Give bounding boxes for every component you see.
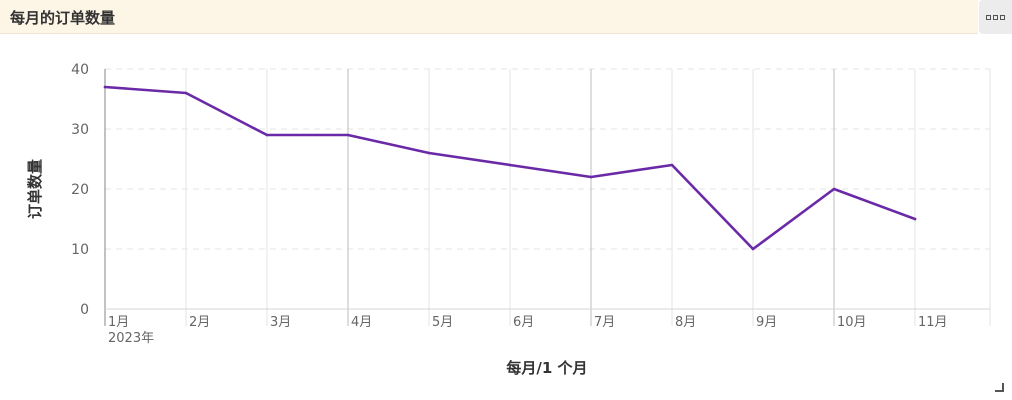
more-options-icon-dot: [1000, 14, 1005, 20]
x-tick-label: 1月: [108, 315, 129, 330]
data-point: [265, 133, 269, 137]
grid-layer: [104, 68, 991, 326]
x-tick-label: 11月: [918, 315, 948, 330]
x-tick-label: 3月: [270, 315, 291, 330]
x-tick-label: 5月: [432, 315, 453, 330]
chart-header: 每月的订单数量: [0, 0, 978, 34]
x-tick-label: 7月: [594, 315, 615, 330]
y-tick-label: 30: [71, 122, 89, 138]
y-tick-label: 0: [80, 302, 89, 318]
resize-handle[interactable]: [995, 383, 1004, 392]
x-axis-label: 每月/1 个月: [506, 359, 587, 377]
axis-layer: 0 10 20 30 40 1月 2月 3月 4月 5月 6月 7月 8月 9月 10月 11月 2023年: [71, 62, 990, 346]
data-point: [751, 247, 755, 251]
x-tick-label: 8月: [675, 315, 696, 330]
data-point: [670, 163, 674, 167]
data-point: [832, 187, 836, 191]
data-point: [103, 85, 107, 89]
data-point: [346, 133, 350, 137]
chart-title: 每月的订单数量: [10, 9, 116, 27]
more-options-icon-dot: [993, 14, 998, 20]
x-tick-label: 6月: [513, 315, 534, 330]
series-layer: [103, 85, 917, 251]
data-point: [589, 175, 593, 179]
y-tick-label: 10: [71, 242, 89, 258]
data-point: [508, 163, 512, 167]
y-tick-label: 40: [71, 62, 89, 78]
more-options-button[interactable]: [979, 0, 1012, 34]
x-tick-label: 10月: [837, 315, 867, 330]
x-tick-label: 2月: [189, 315, 210, 330]
more-options-icon: [986, 14, 991, 20]
data-point: [184, 91, 188, 95]
x-tick-label: 4月: [351, 315, 372, 330]
x-tick-label: 9月: [756, 315, 777, 330]
data-point: [913, 217, 917, 221]
line-chart: 0 10 20 30 40 1月 2月 3月 4月 5月 6月 7月 8月 9月 10月 11月 2023年 订…: [26, 62, 991, 377]
y-tick-label: 20: [71, 182, 89, 198]
data-point: [427, 151, 431, 155]
y-axis-label: 订单数量: [26, 159, 44, 219]
x-year-label: 2023年: [108, 331, 154, 346]
